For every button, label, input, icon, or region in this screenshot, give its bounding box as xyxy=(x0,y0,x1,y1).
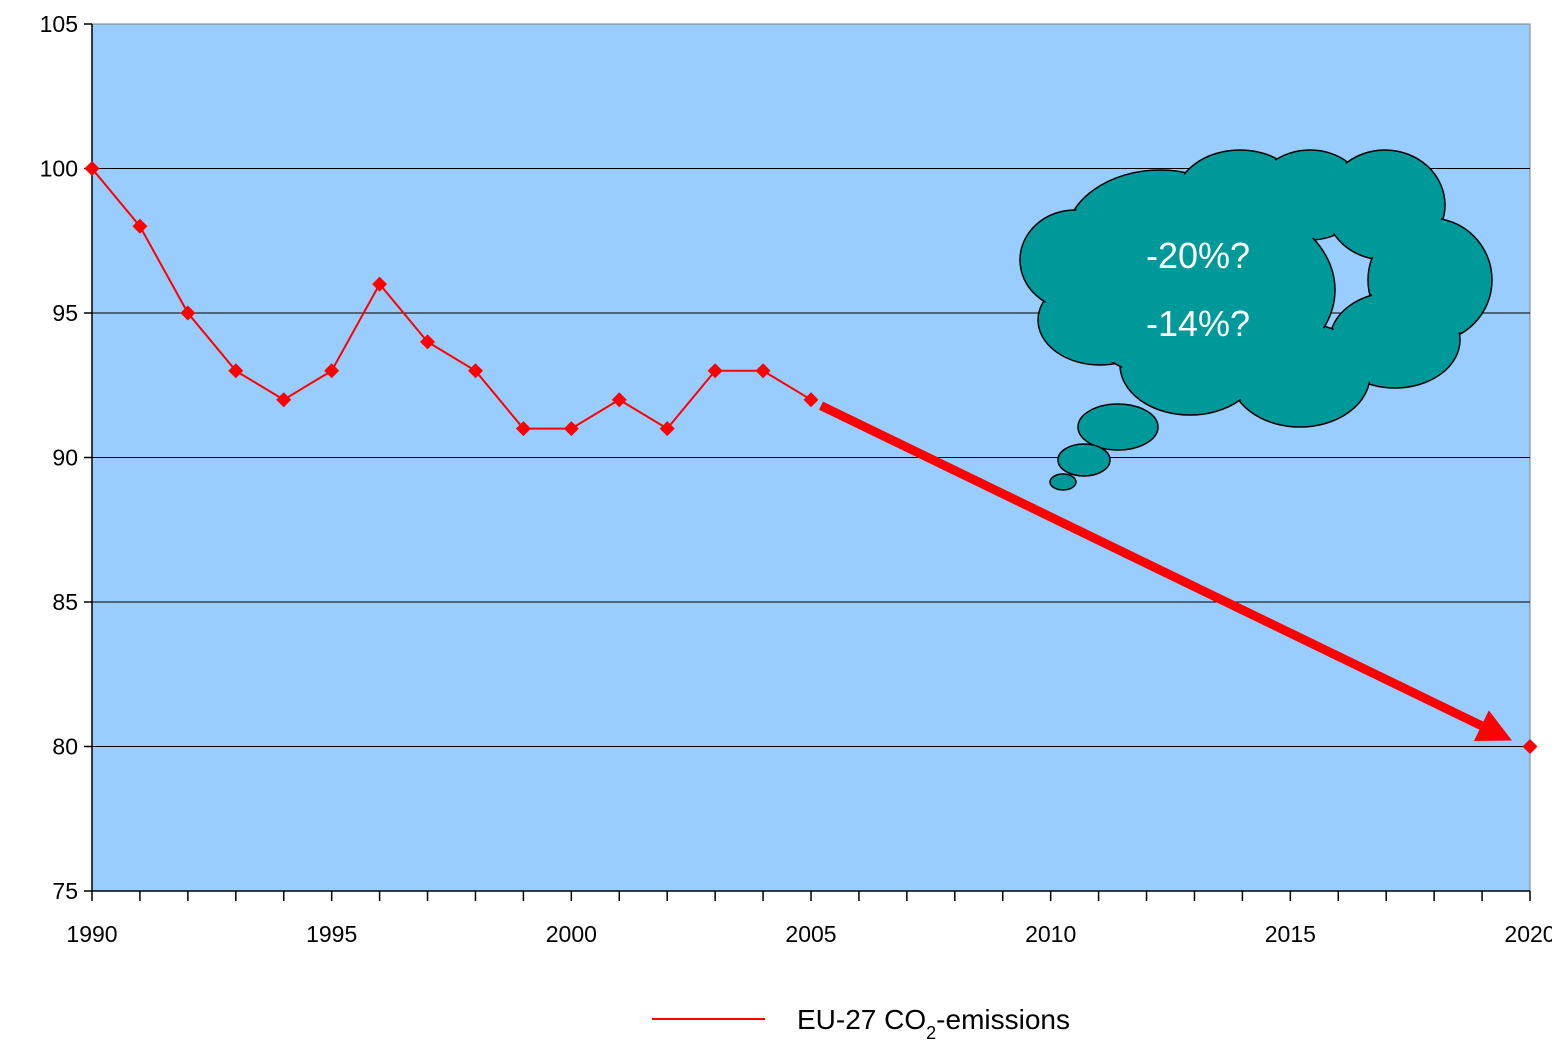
x-tick-label: 2005 xyxy=(785,921,836,947)
data-point xyxy=(132,218,148,234)
x-tick-label: 1990 xyxy=(66,921,117,947)
data-point xyxy=(84,161,100,176)
thought-cloud: -20%? -14%? xyxy=(1019,149,1493,491)
y-tick-label: 80 xyxy=(52,734,78,760)
data-point xyxy=(372,276,388,292)
annotation-text: -20%? xyxy=(1146,235,1250,276)
data-point xyxy=(228,363,244,379)
data-point xyxy=(563,421,579,437)
data-point xyxy=(707,363,723,379)
annotation-text: -14%? xyxy=(1146,303,1250,344)
thought-bubble-medium xyxy=(1057,443,1111,477)
legend-label: EU-27 CO2-emissions xyxy=(797,1004,1070,1042)
data-point xyxy=(515,421,531,437)
data-point xyxy=(324,363,340,379)
data-point xyxy=(180,305,196,321)
x-tick-label: 2000 xyxy=(546,921,597,947)
cloud-body xyxy=(1019,149,1493,428)
series-line xyxy=(91,167,812,430)
data-point xyxy=(467,363,483,379)
x-tick-label: 1995 xyxy=(306,921,357,947)
data-point xyxy=(659,421,675,437)
y-tick-label: 75 xyxy=(52,878,78,904)
data-point xyxy=(276,392,292,408)
axes: 75 80 85 90 95 100 105 1990 1995 2000 2005 2010 2015… xyxy=(40,11,1552,947)
arrow-head xyxy=(1473,710,1512,741)
y-tick-label: 105 xyxy=(40,11,78,37)
y-tick-label: 90 xyxy=(52,445,78,471)
data-point xyxy=(755,363,771,379)
thought-bubble-small xyxy=(1049,473,1077,491)
y-tick-label: 95 xyxy=(52,300,78,326)
cloud-fill xyxy=(1067,197,1333,383)
x-tick-label: 2020 xyxy=(1504,921,1552,947)
target-point xyxy=(1522,739,1538,754)
x-tick-label: 2015 xyxy=(1265,921,1316,947)
y-tick-label: 85 xyxy=(52,589,78,615)
series-emissions xyxy=(84,161,1538,754)
y-tick-label: 100 xyxy=(40,156,78,182)
data-point xyxy=(803,392,819,408)
data-point xyxy=(611,392,627,408)
legend: EU-27 CO2-emissions xyxy=(652,1004,1070,1042)
x-tick-label: 2010 xyxy=(1025,921,1076,947)
trend-arrow xyxy=(819,401,1512,741)
arrow-shaft xyxy=(819,401,1484,730)
thought-bubble-large xyxy=(1077,403,1159,451)
data-point xyxy=(420,334,436,350)
